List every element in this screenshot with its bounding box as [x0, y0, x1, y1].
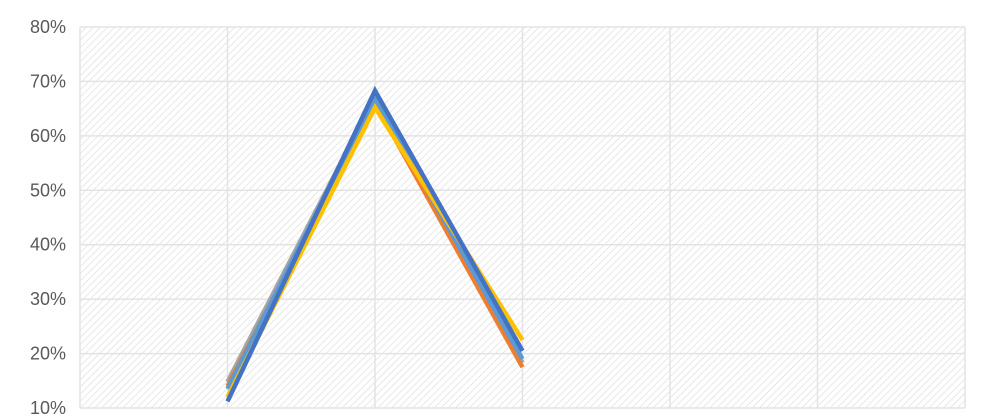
- y-tick-label: 50%: [30, 180, 66, 200]
- y-tick-label: 40%: [30, 235, 66, 255]
- series-line-5: [225, 85, 525, 403]
- y-tick-label: 30%: [30, 289, 66, 309]
- y-tick-label: 10%: [30, 398, 66, 418]
- gridlines: [79, 26, 966, 409]
- y-tick-label: 70%: [30, 71, 66, 91]
- series-lines: [225, 85, 525, 403]
- y-axis: 10% 20% 30% 40% 50% 60% 70% 80%: [30, 17, 66, 418]
- y-tick-label: 60%: [30, 126, 66, 146]
- y-tick-label: 80%: [30, 17, 66, 37]
- y-tick-label: 20%: [30, 344, 66, 364]
- series-line-3: [225, 92, 525, 390]
